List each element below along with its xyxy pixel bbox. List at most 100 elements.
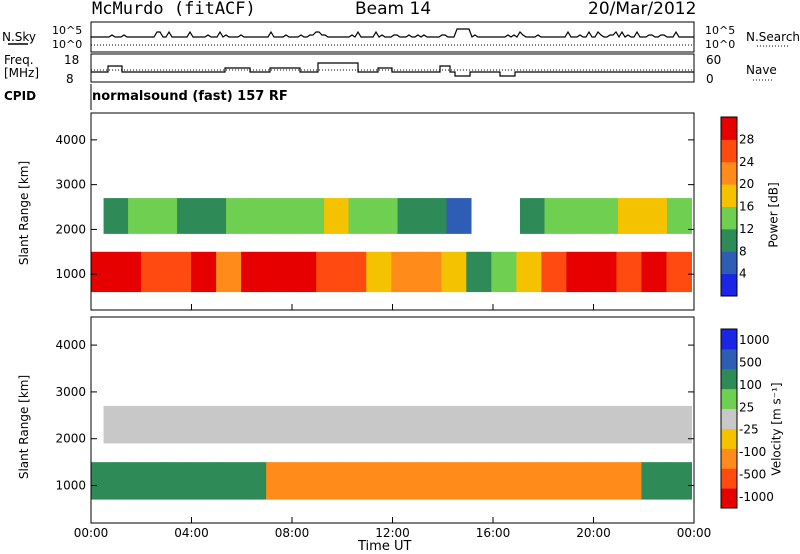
power-cell-main-19 (566, 251, 592, 293)
nsearch-label: N.Search (746, 30, 800, 44)
nave-tick-max: 60 (706, 53, 722, 67)
velocity-cell-main-20 (591, 462, 617, 500)
power-cell-main-17 (516, 251, 542, 293)
velocity-cell-main-1 (116, 462, 142, 500)
velocity-cell-main-2 (141, 462, 167, 500)
velocity-cell-upper-15 (471, 405, 497, 444)
power-colorbar-frame (720, 116, 738, 297)
xtick-label-2: 08:00 (275, 526, 310, 540)
power-ytick-label-3: 4000 (55, 133, 86, 147)
power-cell-main-8 (291, 251, 317, 293)
velocity-cell-main-7 (266, 462, 292, 500)
cpid-value: normalsound (fast) 157 RF (92, 89, 288, 104)
velocity-cell-upper-2 (152, 405, 178, 444)
power-cell-main-18 (541, 251, 567, 293)
xtick-label-4: 16:00 (476, 526, 511, 540)
velocity-colorbar-swatch-1 (721, 468, 737, 489)
velocity-cell-main-17 (516, 462, 542, 500)
velocity-cell-upper-8 (299, 405, 325, 444)
power-cell-upper-1 (128, 198, 154, 234)
power-cell-main-7 (266, 251, 292, 293)
power-cell-upper-14 (446, 198, 472, 234)
power-cell-upper-12 (397, 198, 423, 234)
power-colorbar-swatch-5 (721, 161, 737, 185)
velocity-colorbar-swatch-5 (721, 388, 737, 410)
power-ytick-label-0: 1000 (55, 267, 86, 281)
velocity-cell-upper-19 (569, 405, 594, 444)
xtick-label-6: 00:00 (677, 526, 712, 540)
power-cell-main-21 (616, 251, 642, 293)
power-cell-main-20 (591, 251, 617, 293)
nsearch-tick-max: 10^5 (705, 24, 736, 37)
velocity-cell-main-9 (316, 462, 342, 500)
velocity-cell-upper-14 (446, 405, 472, 444)
power-colorbar-tick-2: 12 (739, 222, 754, 236)
power-colorbar-swatch-1 (721, 251, 737, 275)
velocity-colorbar-swatch-3 (721, 428, 737, 449)
power-colorbar-swatch-6 (721, 139, 737, 163)
xtick-label-0: 00:00 (74, 526, 109, 540)
power-cell-upper-3 (177, 198, 203, 234)
power-cell-upper-9 (324, 198, 350, 234)
power-colorbar-swatch-3 (721, 206, 737, 230)
velocity-cell-main-12 (391, 462, 417, 500)
velocity-cell-main-19 (566, 462, 592, 500)
power-cell-upper-10 (348, 198, 374, 234)
velocity-cell-upper-6 (250, 405, 276, 444)
power-cell-main-14 (441, 251, 467, 293)
power-colorbar-swatch-4 (721, 184, 737, 207)
velocity-cell-main-16 (491, 462, 517, 500)
velocity-colorbar-tick-3: 25 (739, 400, 754, 414)
power-colorbar-swatch-0 (721, 273, 737, 297)
nsky-label: N.Sky (2, 30, 37, 44)
velocity-colorbar-frame (720, 328, 738, 509)
velocity-cell-main-11 (366, 462, 392, 500)
station-title: McMurdo (fitACF) (92, 0, 256, 19)
velocity-cell-upper-7 (275, 405, 301, 444)
nsky-series (90, 28, 694, 39)
velocity-cell-main-0 (91, 462, 117, 500)
velocity-colorbar-tick-7: -1000 (739, 490, 774, 504)
velocity-colorbar-tick-0: 1000 (739, 333, 770, 347)
velocity-cell-upper-0 (103, 405, 129, 444)
nsky-tick-min: 10^0 (52, 38, 83, 51)
nave-label: Nave (746, 63, 777, 77)
velocity-colorbar-tick-2: 100 (739, 378, 762, 392)
velocity-cell-main-6 (241, 462, 267, 500)
power-colorbar-swatch-7 (721, 117, 737, 140)
power-cell-upper-11 (373, 198, 399, 234)
power-cell-upper-19 (569, 198, 594, 234)
velocity-colorbar-swatch-8 (721, 329, 737, 350)
power-panel (91, 198, 692, 293)
power-cell-upper-5 (226, 198, 252, 234)
velocity-cell-upper-10 (348, 405, 374, 444)
velocity-cell-main-5 (216, 462, 242, 500)
nsky-tick-max: 10^5 (52, 24, 83, 37)
power-cell-upper-13 (422, 198, 448, 234)
x-axis-title: Time UT (358, 539, 412, 554)
velocity-cell-main-3 (166, 462, 192, 500)
velocity-cell-main-8 (291, 462, 317, 500)
velocity-cell-upper-17 (520, 405, 546, 444)
power-colorbar-tick-4: 20 (739, 177, 754, 191)
velocity-cell-upper-18 (544, 405, 570, 444)
freq-label: Freq. (4, 53, 34, 67)
freq-tick-min: 8 (66, 72, 74, 86)
power-cell-upper-0 (103, 198, 129, 234)
nsearch-tick-min: 10^0 (705, 38, 736, 51)
power-cell-main-3 (166, 251, 192, 293)
power-cell-main-2 (141, 251, 167, 293)
velocity-cell-upper-12 (397, 405, 423, 444)
power-cell-main-0 (91, 251, 117, 293)
power-cell-main-16 (491, 251, 517, 293)
velocity-ytick-label-2: 3000 (55, 385, 86, 399)
power-cell-upper-17 (520, 198, 546, 234)
velocity-ytick-label-3: 4000 (55, 338, 86, 352)
power-cell-main-10 (341, 251, 367, 293)
velocity-cell-upper-13 (422, 405, 448, 444)
velocity-cell-main-14 (441, 462, 467, 500)
power-cell-main-6 (241, 251, 267, 293)
xtick-label-1: 04:00 (174, 526, 209, 540)
velocity-cell-main-13 (416, 462, 442, 500)
power-cell-upper-8 (299, 198, 325, 234)
